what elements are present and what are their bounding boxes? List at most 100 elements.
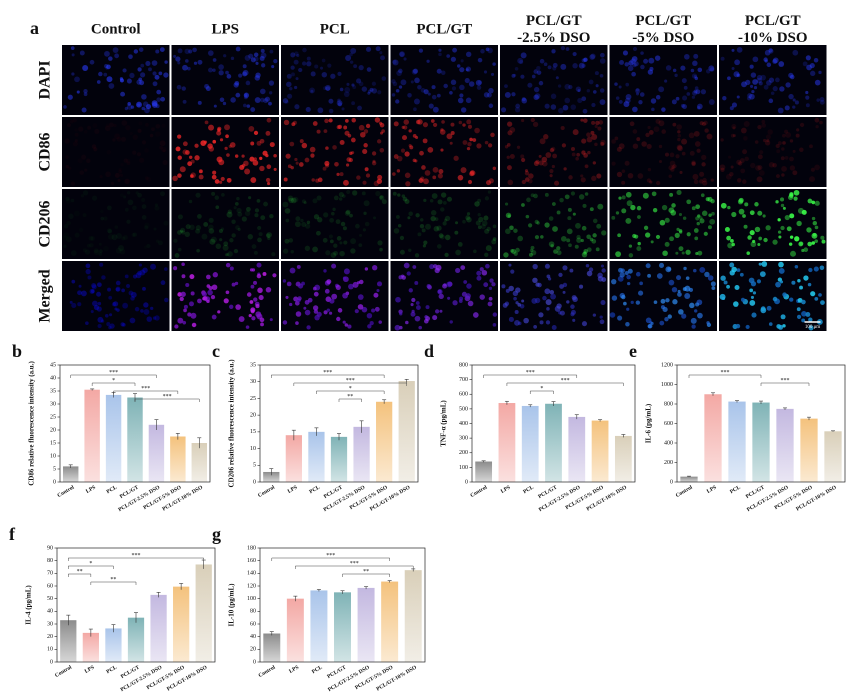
bar bbox=[330, 436, 348, 482]
cell-dot bbox=[405, 181, 411, 187]
x-tick-label: PCL/GT-10% DSO bbox=[162, 484, 205, 512]
cell-dot bbox=[231, 233, 236, 238]
cell-dot bbox=[125, 125, 130, 130]
cell-dot bbox=[791, 280, 796, 285]
cell-dot bbox=[424, 223, 431, 230]
cell-dot bbox=[778, 235, 782, 239]
cell-dot bbox=[650, 321, 654, 325]
cell-dot bbox=[711, 211, 715, 216]
error-bar bbox=[134, 612, 138, 623]
cell-dot bbox=[255, 61, 259, 65]
cell-dot bbox=[257, 237, 262, 243]
cell-dot bbox=[244, 93, 248, 97]
cell-dot bbox=[424, 170, 431, 176]
significance-bracket bbox=[295, 565, 414, 569]
cell-dot bbox=[557, 84, 562, 88]
cell-dot bbox=[508, 263, 512, 267]
cell-dot bbox=[103, 72, 108, 77]
cell-dot bbox=[106, 228, 112, 234]
cell-dot bbox=[465, 97, 472, 104]
cell-dot bbox=[492, 312, 498, 317]
significance-bracket bbox=[68, 573, 92, 577]
cell-dot bbox=[661, 107, 666, 112]
cell-dot bbox=[82, 190, 89, 196]
cell-dot bbox=[250, 284, 255, 289]
cell-dot bbox=[618, 100, 623, 104]
cell-dot bbox=[198, 174, 204, 180]
x-tick-label: LPS bbox=[85, 485, 97, 495]
cell-dot bbox=[710, 198, 715, 204]
cell-dot bbox=[345, 209, 351, 215]
cell-dot bbox=[621, 208, 627, 214]
cell-dot bbox=[310, 153, 315, 158]
cell-dot bbox=[408, 288, 413, 293]
cell-dot bbox=[784, 156, 789, 160]
cell-dot bbox=[376, 288, 380, 293]
cell-dot bbox=[189, 274, 195, 280]
cell-dot bbox=[647, 324, 652, 329]
error-bar bbox=[66, 614, 71, 626]
cell-dot bbox=[583, 57, 588, 63]
cell-dot bbox=[772, 239, 778, 245]
cell-dot bbox=[337, 98, 341, 103]
cell-dot bbox=[219, 97, 225, 102]
micrograph bbox=[719, 261, 827, 331]
cell-dot bbox=[598, 120, 604, 125]
cell-dot bbox=[427, 147, 434, 153]
cell-dot bbox=[379, 195, 383, 199]
cell-dot bbox=[697, 250, 703, 256]
cell-dot bbox=[126, 190, 131, 195]
cell-dot bbox=[80, 290, 87, 297]
cell-dot bbox=[539, 320, 544, 325]
cell-dot bbox=[115, 286, 121, 292]
cell-dot bbox=[656, 273, 663, 279]
cell-dot bbox=[74, 139, 78, 143]
cell-dot bbox=[290, 165, 294, 170]
cell-dot bbox=[485, 263, 490, 269]
cell-dot bbox=[733, 71, 740, 78]
cell-dot bbox=[446, 196, 453, 202]
cell-dot bbox=[348, 157, 353, 163]
cell-dot bbox=[138, 47, 144, 52]
cell-dot bbox=[801, 311, 807, 317]
cell-dot bbox=[115, 287, 120, 292]
cell-dot bbox=[581, 251, 588, 258]
cell-dot bbox=[521, 97, 526, 102]
cell-dot bbox=[338, 197, 343, 201]
cell-dot bbox=[418, 178, 424, 184]
cell-dot bbox=[362, 148, 368, 155]
cell-dot bbox=[477, 57, 483, 63]
cell-dot bbox=[233, 82, 239, 88]
cell-dot bbox=[393, 228, 400, 234]
y-tick-label: 700 bbox=[459, 377, 468, 383]
cell-dot bbox=[395, 88, 400, 93]
bar bbox=[824, 431, 842, 482]
cell-dot bbox=[157, 240, 163, 246]
cell-dot bbox=[570, 312, 575, 317]
cell-dot bbox=[78, 284, 82, 288]
cell-dot bbox=[669, 160, 676, 167]
cell-dot bbox=[100, 210, 104, 214]
cell-dot bbox=[731, 66, 735, 71]
cell-dot bbox=[760, 74, 766, 81]
cell-dot bbox=[431, 94, 437, 100]
cell-dot bbox=[625, 97, 631, 104]
cell-dot bbox=[188, 199, 193, 204]
cell-dot bbox=[141, 94, 147, 100]
cell-dot bbox=[260, 52, 267, 59]
cell-dot bbox=[71, 302, 77, 309]
cell-dot bbox=[172, 175, 178, 182]
cell-dot bbox=[538, 160, 544, 166]
cell-dot bbox=[218, 64, 224, 70]
micrograph-bg bbox=[171, 45, 279, 115]
cell-dot bbox=[233, 248, 239, 254]
cell-dot bbox=[721, 296, 726, 301]
cell-dot bbox=[129, 317, 136, 324]
cell-dot bbox=[779, 197, 785, 202]
cell-dot bbox=[486, 92, 492, 98]
cell-dot bbox=[429, 198, 434, 203]
cell-dot bbox=[450, 79, 457, 86]
cell-dot bbox=[249, 156, 255, 162]
cell-dot bbox=[504, 84, 508, 89]
